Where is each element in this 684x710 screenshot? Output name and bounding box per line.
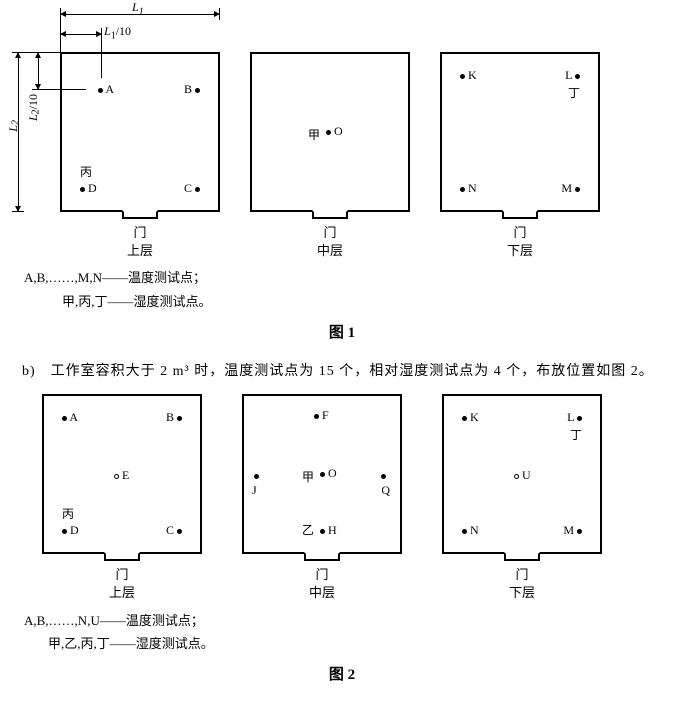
fig2-box1: A B E 丙 D C [42, 394, 202, 554]
fig1-legend2: 甲,丙,丁——湿度测试点。 [24, 290, 672, 313]
door [312, 210, 348, 219]
fig1-box1: A B 丙 D C [60, 52, 220, 212]
dim-l110-arrow-l [60, 31, 66, 37]
point-A2: A [62, 410, 78, 425]
fig1-box1-caption: 门 上层 [60, 224, 220, 260]
dim-l1-sub: 1 [139, 6, 144, 17]
dim-l1-label: L1 [132, 0, 144, 17]
layer-label: 下层 [442, 584, 602, 602]
dim-l210-label: L2/10 [26, 94, 41, 121]
dim-l2-line [18, 52, 19, 212]
point-L: L [565, 68, 580, 83]
layer-label: 下层 [440, 242, 600, 260]
point-J: J [254, 468, 259, 498]
point-B2: B [166, 410, 182, 425]
fig1-box1-wrap: L1 L1/10 L2 L2/10 A B 丙 D C [12, 8, 220, 260]
point-M: M [561, 181, 580, 196]
fig1-box2: 甲 O [250, 52, 410, 212]
door [122, 210, 158, 219]
door-label: 门 [442, 566, 602, 584]
fig1-box3: K L 丁 N M [440, 52, 600, 212]
point-O: O [326, 124, 343, 139]
point-N2: N [462, 523, 479, 538]
fig2-box3-wrap: K L 丁 U N M 门 下层 [442, 394, 602, 602]
door-label: 门 [42, 566, 202, 584]
point-bing2: 丙 [62, 505, 74, 522]
point-M2: M [563, 523, 582, 538]
point-D: D [80, 181, 97, 196]
dim-l1-l: L [132, 0, 139, 14]
layer-label: 中层 [242, 584, 402, 602]
item-b-text: b) 工作室容积大于 2 m³ 时，温度测试点为 15 个，相对湿度测试点为 4… [22, 360, 672, 380]
dim-l1-tick-l [60, 8, 61, 52]
point-O2: O [320, 466, 337, 481]
point-L2: L [567, 410, 582, 425]
fig2-box1-caption: 门 上层 [42, 566, 202, 602]
dim-l110-l: L [104, 24, 111, 38]
fig1-title: 图 1 [12, 321, 672, 342]
figure1-row: L1 L1/10 L2 L2/10 A B 丙 D C [12, 8, 672, 260]
point-Q: Q [381, 468, 390, 498]
fig1-legend: A,B,……,M,N——温度测试点； 甲,丙,丁——湿度测试点。 [24, 266, 672, 313]
dim-l210-rest: /10 [26, 94, 40, 109]
fig2-legend2: 甲,乙,丙,丁——湿度测试点。 [24, 632, 672, 655]
door [304, 552, 340, 561]
door [502, 210, 538, 219]
point-E: E [114, 468, 129, 483]
dim-l110-rest: /10 [116, 24, 131, 38]
layer-label: 中层 [250, 242, 410, 260]
fig2-title: 图 2 [12, 663, 672, 684]
point-yi: 乙 [302, 521, 314, 538]
dim-l210-arrow-u [35, 52, 41, 58]
dim-l2-label: L2 [6, 120, 21, 132]
point-K2: K [462, 410, 479, 425]
fig2-box3-caption: 门 下层 [442, 566, 602, 602]
layer-label: 上层 [42, 584, 202, 602]
dim-l1-tick-r [219, 8, 220, 20]
point-ding2: 丁 [570, 426, 582, 443]
point-C: C [184, 181, 200, 196]
figure2-row: A B E 丙 D C 门 上层 F J 甲 O Q 乙 H 门 中层 [12, 394, 672, 602]
fig2-box2-wrap: F J 甲 O Q 乙 H 门 中层 [242, 394, 402, 602]
dim-l2-l: L [6, 125, 20, 132]
point-C2: C [166, 523, 182, 538]
door [504, 552, 540, 561]
point-jia: 甲 [308, 126, 320, 143]
fig1-box2-wrap: 甲 O 门 中层 [250, 8, 410, 260]
door-label: 门 [60, 224, 220, 242]
layer-label: 上层 [60, 242, 220, 260]
point-U: U [514, 468, 531, 483]
door-label: 门 [250, 224, 410, 242]
fig1-legend1: A,B,……,M,N——温度测试点； [24, 266, 672, 289]
point-ding: 丁 [568, 84, 580, 101]
dim-l210-l: L [26, 114, 40, 121]
fig2-legend: A,B,……,N,U——温度测试点； 甲,乙,丙,丁——湿度测试点。 [24, 609, 672, 656]
dim-l110-label: L1/10 [104, 24, 131, 41]
fig2-box1-wrap: A B E 丙 D C 门 上层 [42, 394, 202, 602]
point-F: F [314, 408, 329, 423]
point-A: A [98, 82, 114, 97]
point-K: K [460, 68, 477, 83]
fig2-box2-caption: 门 中层 [242, 566, 402, 602]
dim-l2-sub: 2 [10, 120, 21, 125]
point-B: B [184, 82, 200, 97]
point-H: H [320, 523, 337, 538]
door-label: 门 [440, 224, 600, 242]
door-label: 门 [242, 566, 402, 584]
point-jia2: 甲 [302, 468, 314, 485]
fig1-box3-wrap: K L 丁 N M 门 下层 [440, 8, 600, 260]
fig2-box3: K L 丁 U N M [442, 394, 602, 554]
point-N: N [460, 181, 477, 196]
fig2-box2: F J 甲 O Q 乙 H [242, 394, 402, 554]
point-bing: 丙 [80, 163, 92, 180]
fig1-box3-caption: 门 下层 [440, 224, 600, 260]
fig2-legend1: A,B,……,N,U——温度测试点； [24, 609, 672, 632]
point-D2: D [62, 523, 79, 538]
door [104, 552, 140, 561]
fig1-box2-caption: 门 中层 [250, 224, 410, 260]
dim-l2-tick-b [12, 211, 24, 212]
